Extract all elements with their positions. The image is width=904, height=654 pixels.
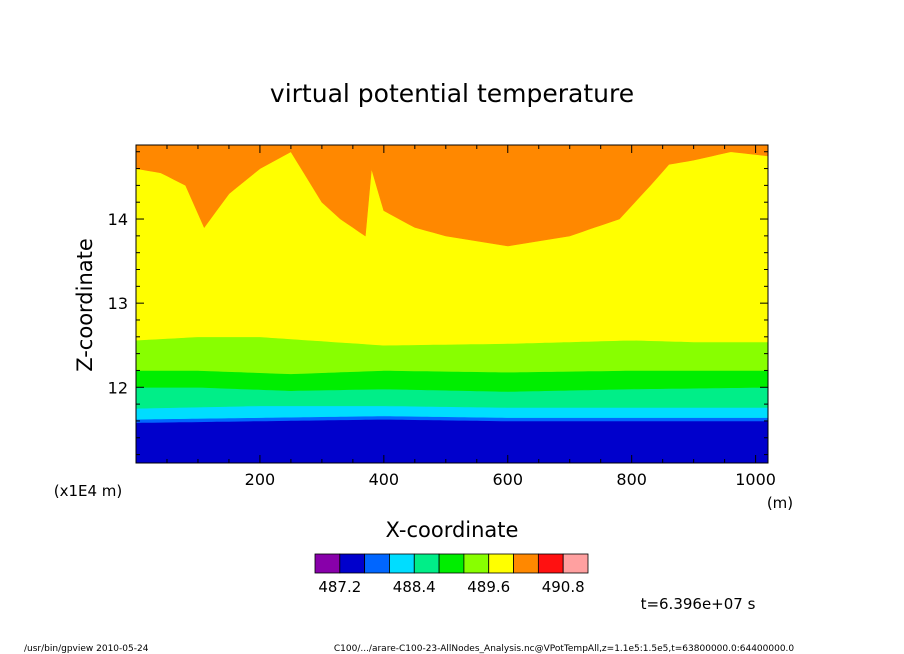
colorbar-labels: 487.2 488.4 489.6 490.8 — [318, 578, 584, 596]
colorbar-swatch — [339, 553, 366, 574]
x-tick-label: 1000 — [735, 470, 776, 489]
x-tick-label: 600 — [492, 470, 523, 489]
y-tick-label: 14 — [108, 210, 128, 229]
colorbar-label: 488.4 — [393, 578, 436, 596]
colorbar-swatch — [562, 553, 589, 574]
colorbar-swatch — [389, 553, 415, 574]
colorbar-label: 487.2 — [318, 578, 361, 596]
y-unit-label: (x1E4 m) — [54, 482, 123, 500]
y-axis-label: Z-coordinate — [73, 238, 97, 372]
x-tick-label: 400 — [369, 470, 400, 489]
colorbar-swatch — [537, 553, 564, 574]
y-tick-label: 13 — [108, 294, 128, 313]
x-tick-label: 200 — [245, 470, 276, 489]
footer-left: /usr/bin/gpview 2010-05-24 — [24, 644, 149, 654]
x-unit-label: (m) — [767, 494, 793, 512]
colorbar-swatch — [364, 553, 390, 574]
colorbar-swatch — [513, 553, 539, 574]
y-tick-label: 12 — [108, 378, 128, 397]
colorbar-label: 489.6 — [467, 578, 510, 596]
colorbar-swatch — [488, 553, 514, 574]
x-axis-label: X-coordinate — [386, 518, 519, 542]
plot-frame — [135, 144, 769, 464]
contour-band-1 — [135, 419, 769, 464]
colorbar-swatch — [438, 553, 465, 574]
colorbar-swatch — [463, 553, 490, 574]
colorbar — [314, 553, 589, 574]
colorbar-label: 490.8 — [542, 578, 585, 596]
time-label: t=6.396e+07 s — [641, 595, 756, 613]
x-axis: 200 400 600 800 1000 — [166, 145, 776, 489]
contour-band-5 — [135, 370, 769, 392]
colorbar-swatch — [413, 553, 440, 574]
y-axis: 12 13 14 — [108, 151, 768, 456]
colorbar-swatch — [314, 553, 341, 574]
plot-area — [135, 144, 769, 464]
footer-right: C100/.../arare-C100-23-AllNodes_Analysis… — [334, 644, 795, 654]
x-tick-label: 800 — [616, 470, 647, 489]
chart-title: virtual potential temperature — [270, 79, 634, 108]
